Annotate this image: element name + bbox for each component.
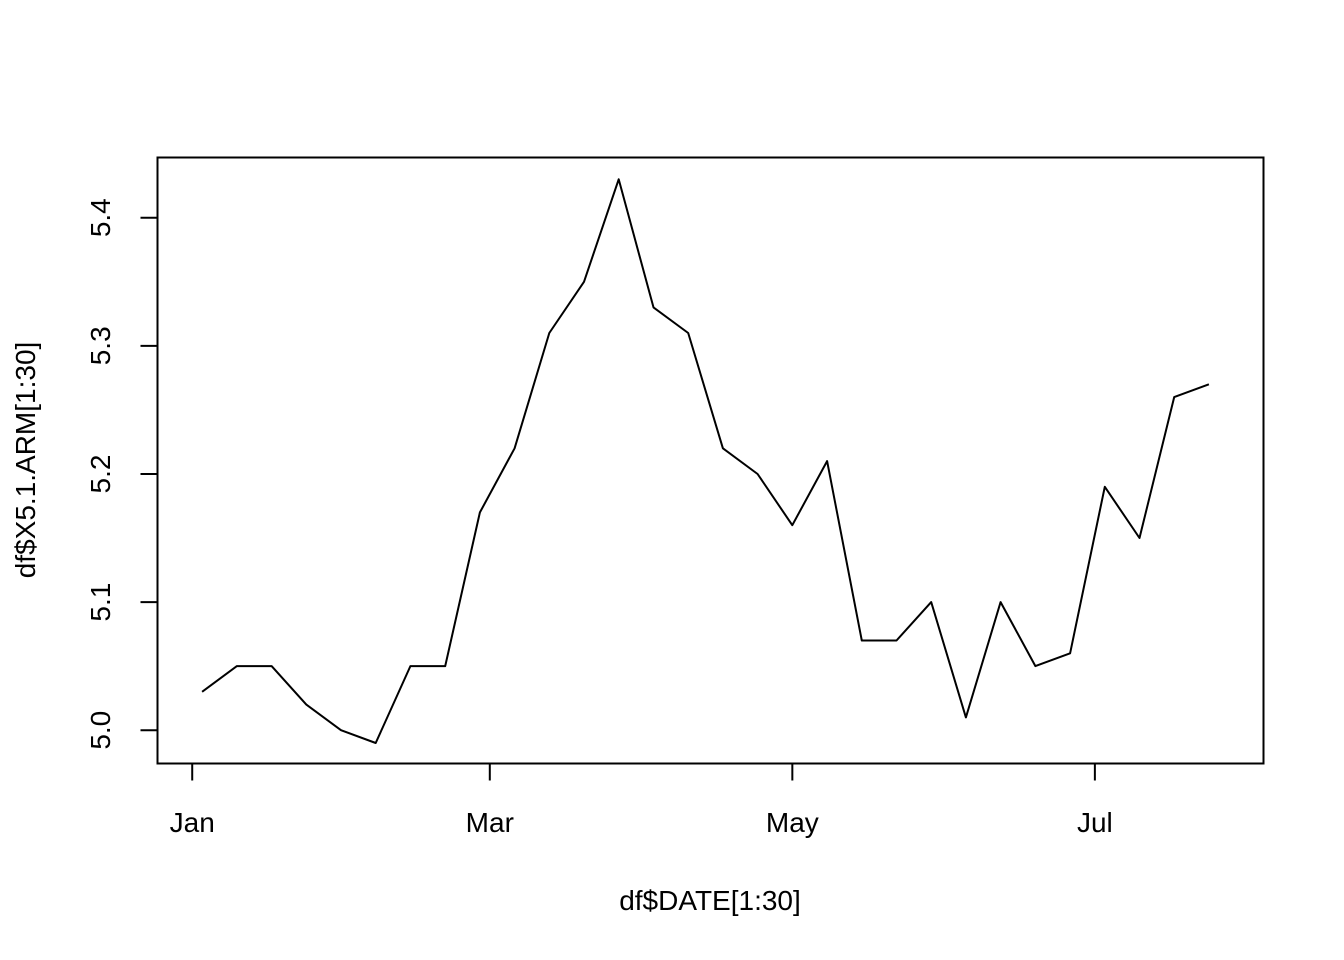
y-tick-label: 5.4: [85, 198, 116, 237]
series-line: [201, 178, 1210, 744]
y-axis-label: df$X5.1.ARM[1:30]: [10, 342, 41, 579]
y-tick-label: 5.0: [85, 711, 116, 750]
x-tick-label: May: [766, 807, 819, 838]
x-tick-label: Mar: [466, 807, 514, 838]
x-tick-label: Jan: [170, 807, 215, 838]
y-tick-label: 5.1: [85, 583, 116, 622]
x-tick-label: Jul: [1077, 807, 1113, 838]
y-tick-label: 5.3: [85, 326, 116, 365]
y-tick-label: 5.2: [85, 455, 116, 494]
y-axis: 5.0 5.1 5.2 5.3 5.4: [85, 198, 159, 750]
x-axis-label: df$DATE[1:30]: [619, 885, 801, 916]
x-axis: Jan Mar May Jul: [170, 762, 1113, 838]
plot-frame: [156, 156, 1265, 765]
